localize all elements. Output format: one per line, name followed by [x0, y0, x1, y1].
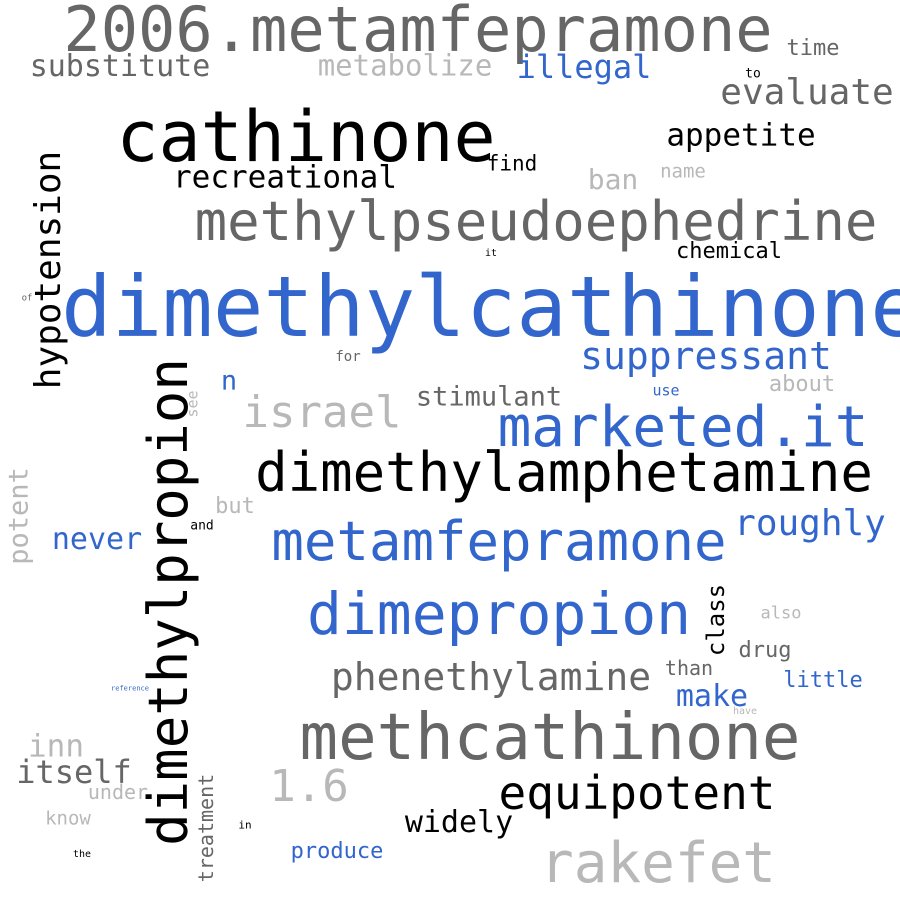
word-phenethylamine: phenethylamine [330, 655, 652, 699]
word-class: class [702, 583, 730, 657]
word-itself: itself [16, 753, 132, 791]
word-n: n [220, 365, 238, 397]
word-dimepropion: dimepropion [306, 580, 692, 648]
word-israel: israel [242, 387, 402, 438]
word-chemical: chemical [676, 239, 782, 264]
word-equipotent: equipotent [498, 766, 776, 820]
word-substitute: substitute [29, 49, 211, 84]
word-to: to [745, 66, 761, 82]
word-name: name [660, 160, 706, 183]
word-dimethylpropion: dimethylpropion [137, 358, 200, 846]
word-metamfepramone: metamfepramone [271, 510, 727, 573]
word-use: use [652, 381, 680, 400]
word-produce: produce [290, 839, 384, 864]
word-under: under [87, 780, 149, 804]
word-roughly: roughly [734, 503, 886, 544]
word-methcathinone: methcathinone [299, 701, 801, 775]
word-find: find [486, 151, 538, 176]
word-and: and [190, 518, 214, 534]
word-for: for [335, 349, 361, 365]
word-time: time [786, 36, 840, 61]
word-2006-metamfepramone: 2006.metamfepramone [63, 0, 773, 66]
word-in: in [238, 818, 252, 832]
word-metabolize: metabolize [317, 48, 493, 83]
word-methylpseudoephedrine: methylpseudoephedrine [194, 190, 878, 253]
word-never: never [51, 522, 143, 557]
word-it: it [484, 248, 498, 259]
word-inn: inn [28, 728, 84, 765]
word-evaluate: evaluate [720, 72, 894, 113]
word-drug: drug [738, 638, 792, 663]
word-have: have [732, 706, 758, 717]
word-recreational: recreational [173, 159, 397, 196]
word-make: make [675, 679, 749, 714]
word-the: the [72, 849, 92, 860]
word-appetite: appetite [666, 117, 816, 154]
word-than: than [664, 656, 714, 680]
word-treatment: treatment [194, 773, 218, 883]
word-also: also [760, 603, 802, 624]
word-widely: widely [404, 805, 514, 840]
word-marketed-it: marketed.it [497, 395, 869, 460]
word-illegal: illegal [516, 48, 652, 86]
word-potent: potent [3, 467, 35, 565]
word-know: know [45, 807, 91, 830]
word-ban: ban [587, 163, 639, 196]
word-1-6: 1.6 [269, 761, 349, 812]
word-cathinone: cathinone [116, 96, 496, 178]
word-reference: reference [111, 684, 149, 693]
word-stimulant: stimulant [415, 381, 563, 413]
word-suppressant: suppressant [580, 334, 832, 378]
word-of: of [21, 293, 33, 304]
word-little: little [783, 668, 863, 693]
word-dimethylcathinone: dimethylcathinone [61, 258, 900, 356]
word-but: but [215, 494, 255, 519]
word-about: about [768, 372, 836, 397]
word-dimethylamphetamine: dimethylamphetamine [255, 441, 873, 504]
word-rakefet: rakefet [539, 831, 777, 896]
